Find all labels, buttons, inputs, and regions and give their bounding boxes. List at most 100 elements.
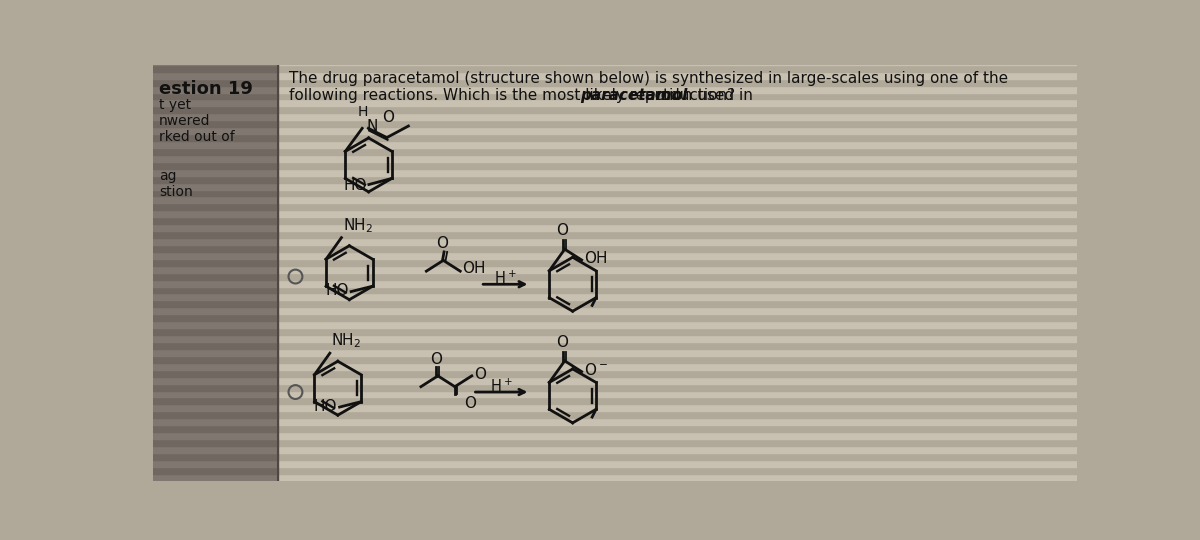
Bar (154, 231, 1078, 238)
Bar (154, 287, 277, 294)
Bar (154, 113, 1078, 120)
Bar (154, 197, 277, 204)
Text: stion: stion (160, 185, 193, 199)
Bar (154, 238, 1078, 245)
Bar (154, 162, 277, 168)
Text: O: O (557, 335, 569, 350)
Bar (154, 307, 1078, 314)
Bar (154, 418, 1078, 425)
Bar (154, 224, 277, 231)
Bar (154, 155, 277, 162)
Text: H$^+$: H$^+$ (490, 378, 512, 395)
Bar (154, 204, 277, 211)
Bar (154, 390, 277, 397)
Bar (154, 72, 277, 79)
Bar (154, 65, 1078, 72)
Bar (154, 432, 277, 439)
Bar (154, 294, 1078, 300)
Text: following reactions. Which is the most likely reaction used in: following reactions. Which is the most l… (289, 88, 758, 103)
Bar (154, 314, 277, 321)
Bar (154, 280, 1078, 287)
Bar (154, 183, 1078, 190)
Text: N: N (366, 119, 378, 134)
Bar (154, 106, 277, 113)
Bar (154, 217, 277, 224)
Bar (154, 259, 277, 266)
Bar (154, 127, 1078, 134)
Bar (154, 99, 277, 106)
Bar (154, 85, 277, 92)
Bar (154, 252, 277, 259)
Bar (154, 273, 277, 280)
Bar (154, 266, 277, 273)
Bar (154, 162, 1078, 168)
Bar (154, 404, 277, 411)
Bar (154, 446, 277, 453)
Bar (154, 148, 277, 155)
Bar (154, 370, 277, 377)
Bar (154, 148, 1078, 155)
Text: HO: HO (313, 399, 337, 414)
Bar (154, 383, 277, 390)
Bar (154, 370, 1078, 377)
Bar (154, 204, 1078, 211)
Bar (154, 356, 1078, 363)
Bar (154, 439, 277, 446)
Bar (154, 65, 277, 72)
Bar (154, 328, 1078, 335)
Text: ag: ag (160, 168, 176, 183)
Text: OH: OH (584, 251, 607, 266)
Bar (154, 99, 1078, 106)
Bar (154, 210, 277, 217)
Bar (154, 79, 277, 85)
Bar (154, 453, 1078, 460)
Bar (154, 113, 277, 120)
Bar (154, 273, 1078, 280)
Bar (154, 411, 1078, 418)
Text: HO: HO (343, 178, 366, 193)
Bar (154, 168, 277, 176)
Bar (154, 224, 1078, 231)
Bar (154, 321, 1078, 328)
Bar (154, 377, 1078, 383)
Bar (154, 106, 1078, 113)
Bar (154, 439, 1078, 446)
Bar (154, 404, 1078, 411)
Text: O: O (431, 352, 443, 367)
Bar (154, 342, 277, 349)
Bar (154, 217, 1078, 224)
Text: NH$_2$: NH$_2$ (343, 216, 373, 234)
Bar (154, 190, 277, 197)
Bar (154, 245, 277, 252)
Bar (154, 390, 1078, 397)
Bar (154, 252, 1078, 259)
Bar (154, 197, 1078, 204)
Bar (154, 349, 1078, 356)
Bar (154, 300, 1078, 307)
Bar (154, 425, 1078, 432)
Bar (154, 141, 277, 148)
Bar (154, 335, 277, 342)
Bar (154, 280, 277, 287)
Bar (154, 321, 277, 328)
Bar (154, 356, 277, 363)
Bar (154, 245, 1078, 252)
Bar (154, 307, 277, 314)
Bar (154, 328, 277, 335)
Bar (154, 411, 277, 418)
Text: NH$_2$: NH$_2$ (331, 332, 361, 350)
Bar (154, 467, 1078, 474)
Bar (154, 120, 277, 127)
Bar (154, 58, 1078, 65)
Text: OH: OH (462, 261, 486, 276)
Bar (154, 176, 1078, 183)
Bar (154, 51, 1078, 58)
Bar (154, 51, 277, 58)
Bar (154, 92, 1078, 99)
Bar (154, 155, 1078, 162)
Bar (154, 72, 1078, 79)
Text: O: O (436, 236, 448, 251)
Bar (154, 446, 1078, 453)
Bar (154, 134, 277, 141)
Bar (154, 168, 1078, 176)
